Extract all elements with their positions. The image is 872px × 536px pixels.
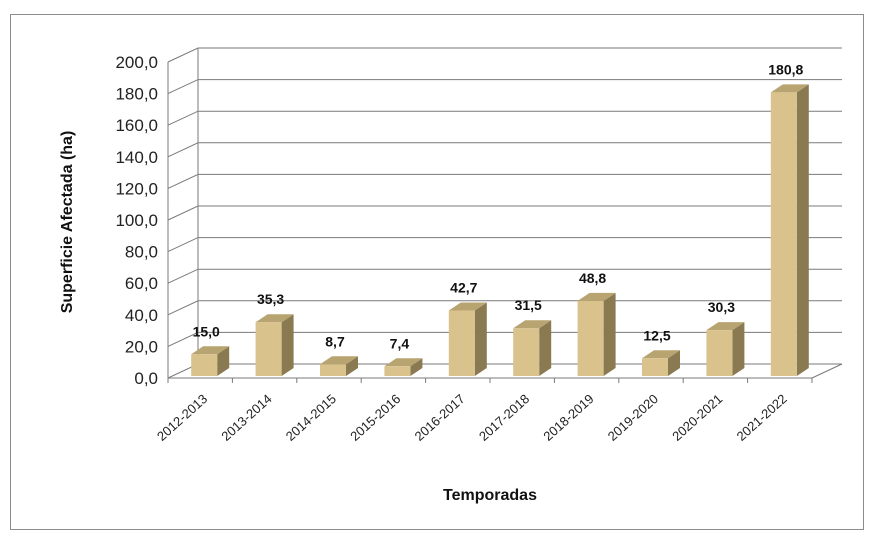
x-tick-label: 2017-2018 <box>476 391 532 444</box>
bar-side <box>603 292 616 376</box>
y-tick-label: 40,0 <box>125 306 158 325</box>
bar-top <box>706 322 745 331</box>
bar-top <box>191 346 230 355</box>
bar-side <box>217 346 230 376</box>
gridline <box>167 205 842 221</box>
bar-top <box>384 358 423 367</box>
bar-front <box>448 310 475 376</box>
y-tick-label: 140,0 <box>115 148 158 167</box>
data-label: 30,3 <box>708 299 735 315</box>
x-tick-label: 2020-2021 <box>669 391 725 444</box>
data-label: 48,8 <box>579 270 606 286</box>
x-tick-label: 2013-2014 <box>218 391 274 444</box>
gridline <box>167 47 842 63</box>
axis-layer: 0,0 20,0 40,0 60,0 80,0 100,0 120,0 140,0 160,0 1… <box>115 53 843 388</box>
bar <box>384 358 423 376</box>
bar-side <box>474 302 487 376</box>
bar <box>320 356 358 376</box>
bar-side <box>668 350 680 376</box>
x-tick-label: 2021-2022 <box>734 391 790 444</box>
y-tick-label: 100,0 <box>115 211 158 230</box>
bar-front <box>577 300 604 376</box>
x-tick-label: 2015-2016 <box>347 391 403 444</box>
bar-front <box>770 92 797 376</box>
bar <box>513 320 552 376</box>
x-axis-title: Temporadas <box>443 487 537 504</box>
data-label: 8,7 <box>325 333 345 349</box>
bar-side <box>539 320 552 376</box>
gridline <box>167 142 842 158</box>
chart-frame <box>10 14 864 530</box>
y-tick-label: 180,0 <box>115 85 158 104</box>
gridline <box>167 79 842 95</box>
bar-side <box>281 314 294 376</box>
bar-side <box>732 322 745 376</box>
y-tick-label: 200,0 <box>115 53 158 72</box>
bar-side <box>410 358 423 376</box>
y-tick-label: 20,0 <box>125 337 158 356</box>
y-tick-label: 0,0 <box>134 369 158 388</box>
x-tick-label: 2012-2013 <box>154 391 210 444</box>
y-tick-label: 60,0 <box>125 274 158 293</box>
bar-side <box>796 84 809 376</box>
bar-side <box>346 356 358 376</box>
x-tick-label: 2014-2015 <box>283 391 339 444</box>
data-label: 180,8 <box>768 61 803 77</box>
bar-top <box>513 320 552 329</box>
bar <box>191 346 230 376</box>
data-label: 42,7 <box>450 280 477 296</box>
x-tick-label: 2018-2019 <box>540 391 596 444</box>
bars-layer <box>191 84 809 376</box>
floor-right-edge <box>811 363 843 379</box>
bar-top <box>320 356 358 365</box>
bar <box>577 292 616 376</box>
y-tick-label: 80,0 <box>125 243 158 262</box>
bar-front <box>384 366 411 376</box>
gridline <box>167 268 842 284</box>
bar-front <box>255 322 282 376</box>
gridline <box>167 173 842 189</box>
x-tick-label: 2016-2017 <box>412 391 468 444</box>
bar-front <box>320 364 346 376</box>
gridline <box>167 237 842 253</box>
y-tick-label: 160,0 <box>115 116 158 135</box>
y-tick-label: 120,0 <box>115 179 158 198</box>
bar-top <box>448 302 487 311</box>
bar-front <box>706 330 733 376</box>
labels-layer: 15,0 2012-2013 35,3 2013-2014 8,7 2014-2015 7,… <box>154 61 804 443</box>
bar <box>255 314 294 376</box>
data-label: 31,5 <box>515 297 542 313</box>
bar-top <box>577 292 616 301</box>
bar-top <box>642 350 680 359</box>
grid-layer <box>167 47 842 379</box>
bar-front <box>191 354 218 376</box>
gridline <box>167 110 842 126</box>
data-label: 7,4 <box>390 335 410 351</box>
bar-top <box>255 314 294 323</box>
bar-front <box>513 328 540 376</box>
data-label: 12,5 <box>643 327 670 343</box>
x-tick-label: 2019-2020 <box>605 391 661 444</box>
bar <box>448 302 487 376</box>
data-label: 15,0 <box>193 323 220 339</box>
bar <box>770 84 809 376</box>
y-axis-title: Superficie Afectada (ha) <box>59 131 76 314</box>
bar-front <box>642 358 668 376</box>
bar <box>642 350 680 376</box>
bar <box>706 322 745 376</box>
data-label: 35,3 <box>257 291 284 307</box>
bar-top <box>770 84 809 93</box>
